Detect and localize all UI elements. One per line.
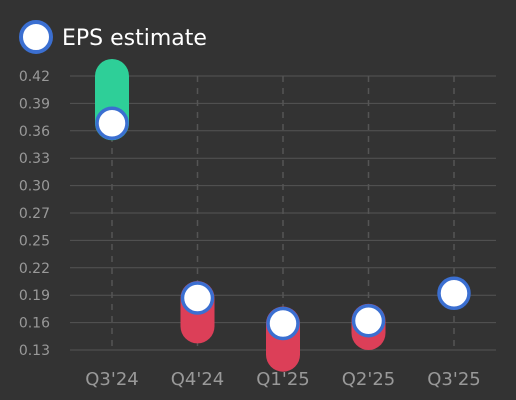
y-tick-label: 0.25 <box>19 233 50 249</box>
legend-label-eps-estimate: EPS estimate <box>62 26 207 51</box>
estimate-point <box>437 276 471 311</box>
x-axis-ticks: Q3'24 Q4'24 Q1'25 Q2'25 Q3'25 <box>85 369 480 390</box>
y-axis-ticks: 0.42 0.39 0.36 0.33 0.30 0.27 0.25 0.22 0.19 0.16… <box>19 69 50 359</box>
y-tick-label: 0.39 <box>19 96 50 112</box>
x-tick-label: Q3'25 <box>427 369 480 390</box>
x-tick-label: Q1'25 <box>256 369 309 390</box>
y-tick-label: 0.19 <box>19 288 50 304</box>
y-tick-label: 0.27 <box>19 206 50 222</box>
surprise-bars <box>95 59 386 372</box>
estimate-point <box>351 303 386 338</box>
estimate-markers <box>95 106 471 341</box>
y-tick-label: 0.30 <box>19 179 50 195</box>
x-tick-label: Q3'24 <box>85 369 138 390</box>
x-tick-label: Q4'24 <box>171 369 224 390</box>
y-tick-label: 0.22 <box>19 261 50 277</box>
y-tick-label: 0.42 <box>19 69 50 85</box>
legend-marker-eps-estimate <box>19 20 53 54</box>
y-tick-label: 0.16 <box>19 316 50 332</box>
x-tick-label: Q2'25 <box>342 369 395 390</box>
estimate-point <box>95 106 129 140</box>
y-tick-label: 0.36 <box>19 124 50 140</box>
y-tick-label: 0.33 <box>19 151 50 167</box>
y-tick-label: 0.13 <box>19 343 50 359</box>
estimate-point <box>266 306 300 341</box>
estimate-point <box>180 281 215 315</box>
legend: EPS estimate <box>19 20 207 54</box>
